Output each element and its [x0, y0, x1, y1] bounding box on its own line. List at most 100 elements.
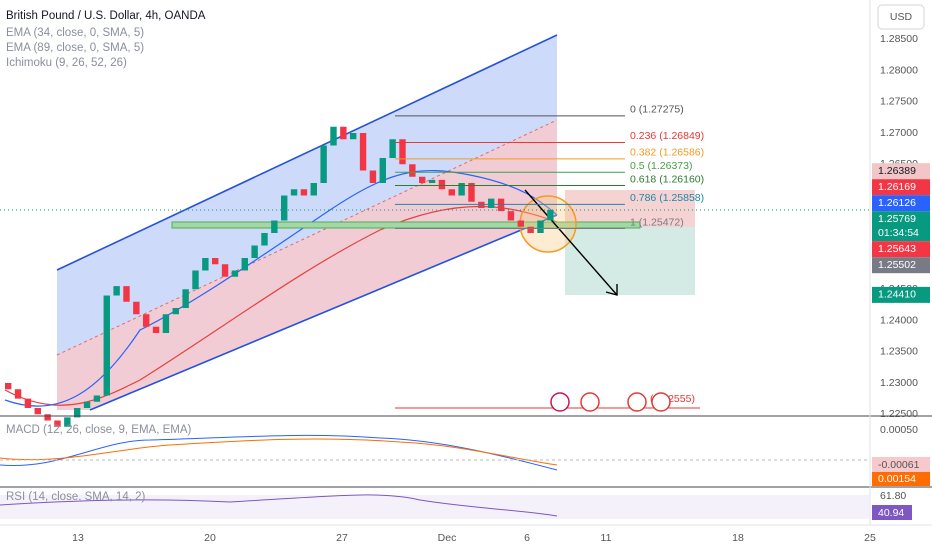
candle	[320, 145, 327, 183]
candle	[340, 126, 347, 140]
price-tag	[872, 241, 930, 258]
candle	[162, 314, 170, 333]
fib-label: 1 (1.25472)	[630, 216, 684, 228]
candle	[369, 170, 377, 183]
candle	[290, 189, 298, 196]
candle	[5, 383, 12, 390]
candle	[212, 258, 219, 265]
price-tag	[872, 257, 930, 274]
candle	[419, 176, 426, 183]
target-zone	[565, 227, 695, 295]
candle	[103, 295, 110, 396]
candle	[83, 401, 91, 408]
candle	[182, 289, 189, 308]
candle	[241, 258, 248, 271]
macd-tag-label: 0.00154	[878, 473, 916, 485]
price-tick-label: 1.24000	[880, 314, 918, 326]
arrow-head	[605, 284, 618, 296]
price-tag	[872, 179, 930, 196]
fib-label: 0.236 (1.26849)	[630, 130, 704, 142]
candle	[448, 189, 455, 196]
price-tag-label: 1.25643	[878, 243, 916, 255]
time-label: 27	[336, 532, 348, 544]
price-tag	[872, 286, 930, 303]
candle	[399, 139, 406, 165]
candle	[281, 195, 288, 221]
indicator: EMA (89, close, 0, SMA, 5)	[6, 42, 144, 54]
candle	[24, 398, 32, 408]
price-tag	[872, 195, 930, 212]
candle	[458, 183, 465, 196]
price-tick-label: 1.28500	[880, 33, 918, 45]
channel-mid	[56, 119, 558, 356]
candle	[389, 139, 396, 158]
price-tick-label: 1.27500	[880, 96, 918, 108]
candle	[379, 158, 386, 183]
indicator: Ichimoku (9, 26, 52, 26)	[6, 57, 127, 69]
candle	[507, 211, 515, 221]
rsi-line	[0, 494, 558, 517]
price-tag-label: 1.25502	[878, 259, 916, 271]
price-tick-label: 1.23000	[880, 377, 918, 389]
candle	[93, 395, 101, 402]
candle	[537, 220, 544, 233]
indicator: EMA (34, close, 0, SMA, 5)	[6, 27, 144, 39]
arrow	[524, 189, 618, 296]
candle	[143, 314, 150, 327]
rsi-tag	[872, 505, 912, 520]
event-icon	[580, 392, 600, 412]
time-label: 13	[72, 532, 84, 544]
candle	[330, 126, 337, 146]
price-tag-label: 1.26169	[878, 181, 916, 193]
candle	[113, 286, 120, 296]
price-tick-label: 1.22500	[880, 408, 918, 420]
channel-lower	[57, 120, 557, 410]
time-label: Dec	[438, 532, 457, 544]
macd-line	[0, 434, 558, 471]
candle	[517, 220, 524, 227]
candle	[34, 408, 41, 415]
price-tag-label: 1.24410	[878, 289, 916, 301]
signal-line	[0, 438, 558, 466]
macd-label: MACD (12, 26, close, 9, EMA, EMA)	[6, 424, 192, 436]
candle	[438, 179, 446, 190]
price-tag-label: 1.25769	[878, 213, 916, 225]
candle	[152, 326, 160, 333]
fib-label: 0.382 (1.26586)	[630, 147, 704, 159]
rsi-label: RSI (14, close, SMA, 14, 2)	[6, 491, 146, 503]
fib-label: 0.5 (1.26373)	[630, 160, 692, 172]
price-tag-label: 1.26126	[878, 197, 916, 209]
time-label: 6	[524, 532, 530, 544]
rsi-tag-label: 40.94	[878, 507, 904, 519]
macd-tag-label: -0.00061	[878, 459, 920, 471]
rsi-band	[0, 495, 870, 519]
macd-tag	[872, 457, 930, 472]
currency[interactable]: USD	[890, 11, 913, 23]
fib-label: 0.618 (1.26160)	[630, 173, 704, 185]
candle	[428, 179, 436, 183]
candle	[64, 417, 71, 427]
candle	[350, 133, 357, 140]
candle	[14, 389, 22, 399]
price-tag-label: 1.26389	[878, 165, 916, 177]
candle	[231, 270, 239, 277]
fib-label: 0 (1.27275)	[630, 104, 684, 116]
macd-tag	[872, 472, 930, 486]
time-label: 11	[601, 532, 612, 544]
symbol: British Pound / U.S. Dollar, 4h, OANDA	[6, 10, 206, 22]
price-tag	[872, 211, 930, 242]
price-tag	[872, 163, 930, 180]
fib-label: 0.786 (1.25858)	[630, 192, 704, 204]
countdown: 01:34:54	[878, 227, 919, 239]
candle	[468, 183, 475, 202]
price-tick-label: 1.28000	[880, 64, 918, 76]
candle	[54, 420, 61, 427]
candle	[44, 414, 51, 421]
event-icon	[550, 392, 570, 412]
candle	[74, 408, 81, 418]
event-icon	[627, 392, 647, 412]
rsi-tick: 61.80	[880, 490, 906, 502]
candle	[300, 189, 308, 196]
currency-button[interactable]	[877, 4, 925, 30]
price-tick-label: 1.27000	[880, 127, 918, 139]
